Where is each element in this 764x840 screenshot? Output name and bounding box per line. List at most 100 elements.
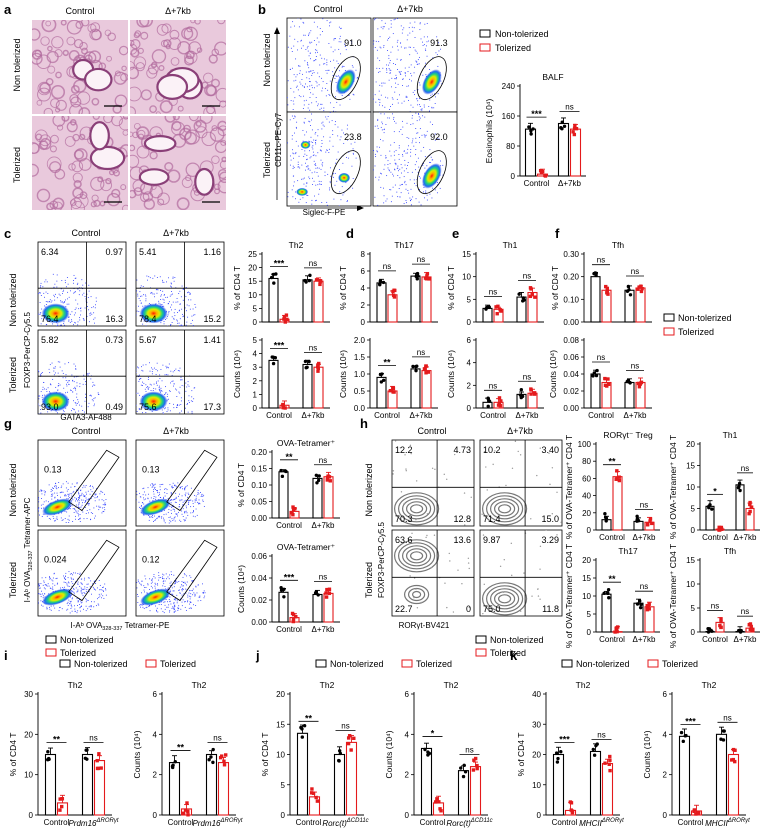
event bbox=[417, 63, 419, 65]
event bbox=[154, 519, 156, 521]
bar bbox=[312, 593, 323, 623]
event bbox=[155, 430, 156, 431]
event bbox=[149, 500, 151, 502]
density-blob bbox=[421, 163, 442, 189]
event bbox=[36, 502, 37, 503]
event bbox=[513, 515, 516, 517]
event bbox=[171, 380, 173, 382]
event bbox=[433, 107, 435, 109]
event bbox=[39, 587, 41, 589]
y-tick-label: 0 bbox=[361, 318, 366, 327]
event bbox=[382, 67, 384, 69]
event bbox=[147, 584, 149, 586]
event bbox=[292, 168, 294, 169]
event bbox=[184, 606, 186, 608]
event bbox=[308, 33, 310, 35]
event bbox=[79, 610, 81, 612]
event bbox=[170, 499, 172, 501]
event bbox=[190, 323, 192, 324]
event bbox=[98, 499, 100, 501]
event bbox=[382, 140, 384, 142]
event bbox=[45, 301, 47, 303]
event bbox=[410, 104, 412, 106]
event bbox=[373, 150, 375, 152]
event bbox=[97, 603, 99, 605]
event bbox=[193, 398, 195, 400]
event bbox=[41, 371, 43, 373]
event bbox=[419, 177, 421, 179]
event bbox=[153, 520, 155, 522]
event bbox=[160, 419, 161, 420]
event bbox=[152, 499, 154, 501]
panel-letter-h: h bbox=[360, 416, 368, 431]
event bbox=[182, 325, 184, 326]
event bbox=[163, 323, 165, 325]
event bbox=[38, 371, 40, 373]
event bbox=[382, 123, 383, 125]
event bbox=[294, 13, 295, 14]
event bbox=[51, 498, 53, 500]
event bbox=[184, 583, 186, 585]
contour bbox=[490, 588, 520, 610]
event bbox=[436, 182, 438, 183]
event bbox=[74, 291, 76, 293]
event bbox=[309, 32, 311, 34]
event bbox=[314, 133, 316, 135]
event bbox=[295, 198, 296, 200]
event bbox=[46, 281, 48, 283]
event bbox=[38, 310, 39, 312]
event bbox=[171, 607, 173, 609]
event bbox=[139, 422, 140, 423]
event bbox=[92, 512, 94, 514]
event bbox=[412, 213, 413, 214]
data-point bbox=[560, 127, 564, 131]
event bbox=[175, 502, 177, 503]
event bbox=[323, 107, 325, 109]
event bbox=[161, 380, 163, 382]
event bbox=[419, 218, 420, 219]
data-point bbox=[391, 386, 395, 390]
event bbox=[425, 74, 427, 76]
event bbox=[306, 86, 308, 88]
x-axis-label: GATA3-AF488 bbox=[60, 413, 112, 422]
event bbox=[43, 580, 45, 582]
event bbox=[65, 495, 67, 497]
event bbox=[397, 175, 399, 176]
alveolus bbox=[139, 192, 150, 203]
event bbox=[138, 380, 140, 382]
alveolus bbox=[32, 163, 39, 177]
event bbox=[383, 187, 384, 189]
event bbox=[40, 373, 42, 374]
gate-percent: 91.3 bbox=[430, 38, 448, 48]
event bbox=[183, 519, 185, 521]
event bbox=[392, 33, 394, 35]
event bbox=[145, 498, 146, 500]
event bbox=[294, 215, 295, 216]
event bbox=[397, 196, 399, 198]
event bbox=[63, 323, 65, 325]
event bbox=[43, 501, 45, 503]
event bbox=[187, 316, 189, 318]
event bbox=[77, 573, 79, 575]
event bbox=[147, 417, 148, 418]
event bbox=[177, 495, 179, 497]
event bbox=[355, 157, 357, 159]
event bbox=[343, 192, 345, 194]
event bbox=[179, 304, 181, 305]
event bbox=[172, 508, 174, 510]
event bbox=[339, 191, 341, 193]
event bbox=[165, 365, 167, 367]
event bbox=[26, 307, 27, 308]
event bbox=[380, 94, 382, 96]
event bbox=[86, 589, 88, 591]
event bbox=[397, 167, 399, 169]
event bbox=[379, 84, 381, 86]
event bbox=[414, 94, 415, 96]
event bbox=[76, 612, 78, 614]
category-label: Control bbox=[524, 179, 550, 188]
data-point bbox=[499, 309, 503, 313]
event bbox=[400, 25, 402, 27]
event bbox=[75, 510, 77, 512]
